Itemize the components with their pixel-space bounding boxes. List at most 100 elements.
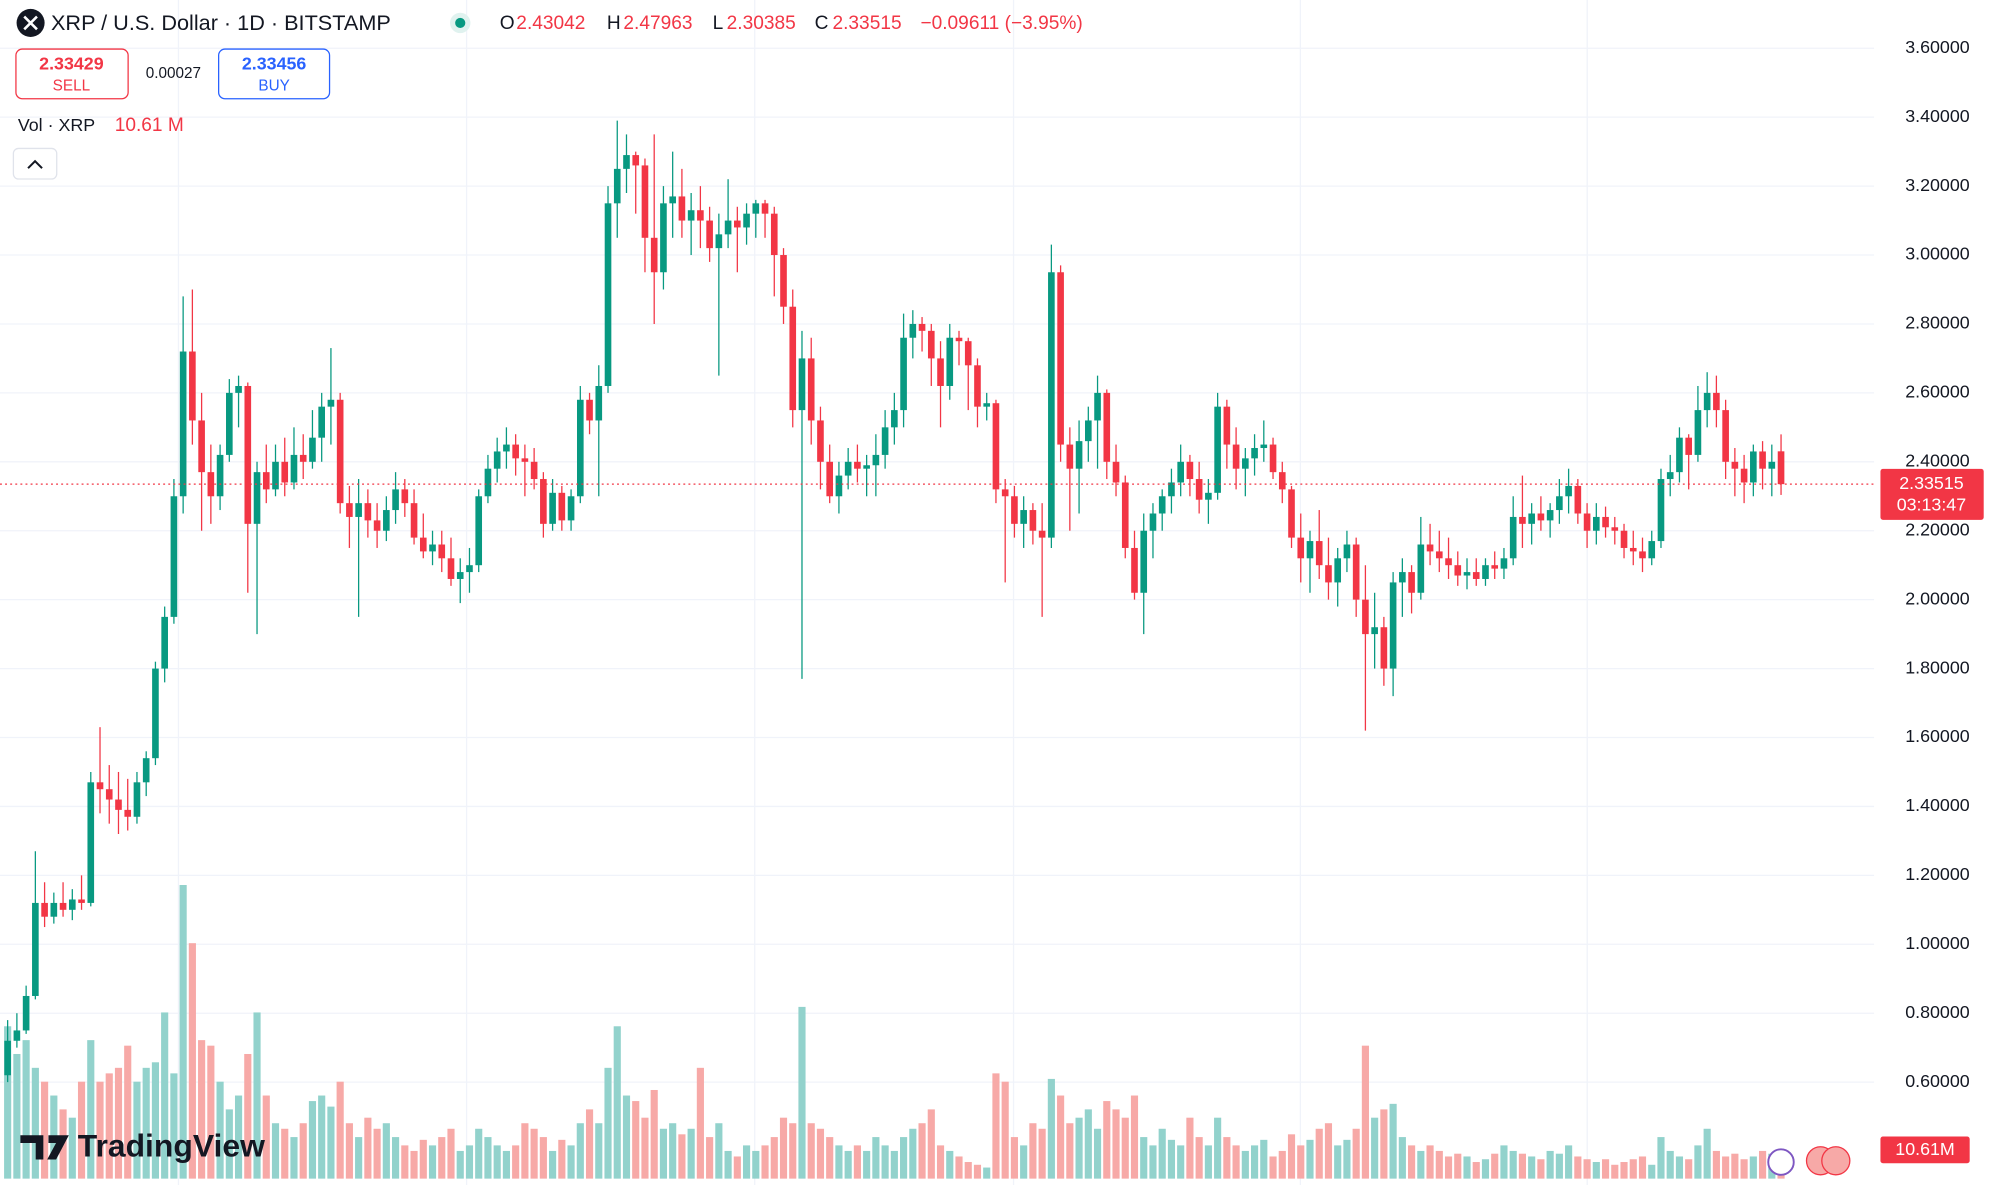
candle-body	[1731, 461, 1739, 469]
volume-bar	[742, 1145, 751, 1179]
candle-body	[32, 902, 39, 996]
volume-bar	[973, 1164, 982, 1179]
volume-bar	[327, 1106, 335, 1179]
candle-body	[1389, 582, 1397, 669]
candle-body	[87, 782, 95, 903]
volume-bar	[1389, 1103, 1397, 1179]
volume-bar	[308, 1101, 317, 1179]
candle-body	[346, 503, 353, 517]
candle-body	[743, 213, 750, 228]
candle-body	[854, 461, 861, 469]
volume-bar	[22, 1040, 30, 1179]
volume-bar	[1093, 1128, 1102, 1179]
candle-body	[13, 1030, 21, 1041]
volume-bar	[992, 1073, 1000, 1179]
volume-bar	[419, 1139, 427, 1179]
volume-bar	[170, 1073, 178, 1179]
ohlc-value: 2.30385	[727, 13, 796, 34]
volume-bar	[456, 1150, 464, 1179]
volume-bar	[1740, 1159, 1748, 1179]
volume-bar	[151, 1062, 160, 1179]
candle-body	[595, 385, 603, 421]
candle-body	[1556, 496, 1563, 511]
candle-body	[1435, 551, 1443, 559]
icon[interactable]	[1821, 1146, 1851, 1176]
candle-body	[235, 385, 242, 393]
price-axis: 0.60000 0.80000 1.00000 1.20000 1.40000 1.600…	[1880, 37, 1984, 1164]
candle-body	[1223, 406, 1231, 445]
candle-body	[1362, 599, 1369, 635]
volume-bar	[1638, 1156, 1647, 1179]
candle-body	[1084, 420, 1092, 442]
volume-bar	[124, 1045, 132, 1179]
volume-bar	[1417, 1150, 1425, 1179]
volume-bar	[1629, 1159, 1637, 1179]
candle-body	[262, 472, 270, 490]
volume-bar	[835, 1145, 843, 1179]
icon[interactable]	[1767, 1148, 1795, 1176]
volume-bar	[244, 1053, 252, 1179]
candle-body	[613, 168, 621, 204]
buy-button[interactable]	[218, 48, 331, 100]
volume-bar	[1066, 1123, 1074, 1179]
candle-body	[170, 496, 178, 617]
candle-body	[900, 337, 907, 411]
volume-bar	[1528, 1156, 1536, 1179]
candle-body	[946, 337, 954, 386]
volume-bar	[595, 1123, 603, 1179]
candle-body	[1343, 544, 1351, 559]
candle-body	[512, 444, 519, 459]
volume-bar	[1722, 1156, 1730, 1179]
candle-body	[1426, 544, 1434, 552]
candle-body	[1315, 541, 1323, 566]
collapse-button[interactable]	[12, 147, 58, 180]
candle-body	[152, 668, 159, 759]
candle-body	[1472, 572, 1480, 579]
candle-body	[253, 472, 261, 524]
sell-button[interactable]	[15, 48, 129, 100]
candle-body	[1491, 565, 1499, 569]
y-tick-label: 3.20000	[1905, 175, 1970, 195]
volume-bar	[216, 1081, 224, 1179]
volume-bar	[1546, 1150, 1554, 1179]
last-price-label: 2.33515	[1899, 473, 1964, 493]
candle-body	[475, 496, 483, 566]
candle-body	[1546, 510, 1554, 521]
volume-bar	[983, 1167, 991, 1179]
volume-bar	[1509, 1150, 1517, 1179]
volume-bar	[946, 1150, 954, 1179]
volume-bar	[1574, 1156, 1582, 1179]
volume-bar	[622, 1095, 631, 1179]
sell-price: 2.33429	[39, 54, 104, 74]
volume-bar	[1130, 1095, 1139, 1179]
candle-body	[641, 165, 649, 238]
volume-bar	[650, 1089, 658, 1179]
candle-body	[115, 799, 122, 810]
candle-body	[1011, 496, 1018, 524]
volume-bar	[789, 1123, 797, 1179]
volume-bar	[493, 1145, 501, 1179]
volume-bar	[1712, 1150, 1720, 1179]
candle-body	[586, 399, 593, 421]
candle-body	[632, 155, 640, 166]
volume-bar	[1047, 1078, 1055, 1179]
volume-bar	[1620, 1162, 1628, 1179]
candle-body	[992, 403, 1000, 490]
candle-body	[1777, 451, 1785, 485]
volume-bar	[1759, 1150, 1767, 1179]
volume-bar	[613, 1026, 621, 1179]
candle-body	[1648, 541, 1656, 559]
candle-body	[392, 489, 399, 511]
candle-body	[752, 203, 760, 214]
candle-body	[1750, 451, 1757, 483]
volume-bar	[4, 1026, 12, 1179]
volume-legend: Vol · XRP	[18, 115, 95, 135]
candle-body	[1694, 410, 1702, 455]
candle-body	[1759, 451, 1766, 469]
volume-bar	[1315, 1128, 1323, 1179]
volume-bar	[401, 1145, 409, 1179]
countdown: 03:13:47	[1897, 495, 1967, 515]
volume-bar	[438, 1137, 446, 1179]
sell-label: SELL	[53, 78, 90, 95]
candle-body	[290, 454, 298, 483]
